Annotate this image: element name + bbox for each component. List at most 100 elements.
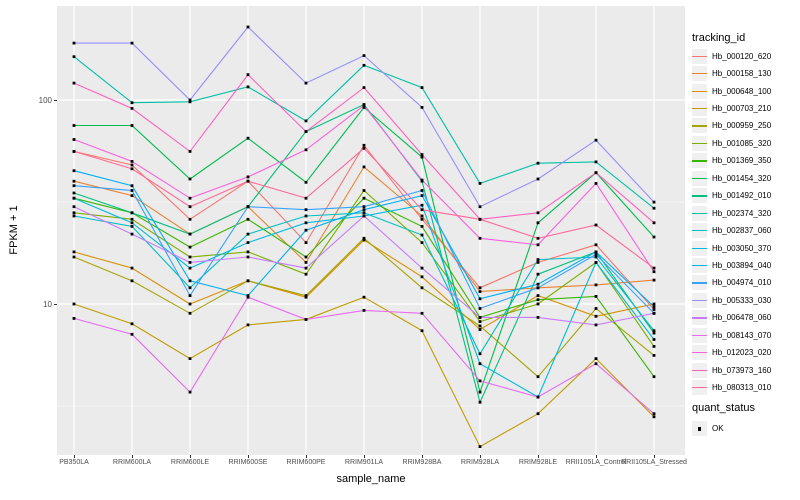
data-point-marker <box>188 390 192 394</box>
data-point-marker <box>420 203 424 207</box>
data-point-marker <box>536 298 540 302</box>
data-point-marker <box>246 179 250 183</box>
legend-title-quant-status: quant_status <box>692 402 755 414</box>
data-point-marker <box>362 146 366 150</box>
data-point-marker <box>72 81 76 85</box>
data-point-marker <box>420 217 424 221</box>
data-point-marker <box>72 205 76 209</box>
data-point-marker <box>304 272 308 276</box>
data-point-marker <box>594 243 598 247</box>
data-point-marker <box>188 266 192 270</box>
data-point-marker <box>304 180 308 184</box>
data-point-marker <box>246 73 250 77</box>
data-point-marker <box>420 86 424 89</box>
x-tick-label: RRII105LA_Control <box>565 459 627 466</box>
data-point-marker <box>188 357 192 360</box>
legend-entry-Hb_012023_020: Hb_012023_020 <box>692 344 771 361</box>
x-tick-mark <box>190 455 191 458</box>
legend-entry-Hb_004974_010: Hb_004974_010 <box>692 274 771 291</box>
data-point-marker <box>420 266 424 270</box>
legend-entry-Hb_073973_160: Hb_073973_160 <box>692 361 771 378</box>
data-point-marker <box>536 316 540 319</box>
data-point-marker <box>478 362 482 366</box>
line-chart-canvas <box>57 6 685 455</box>
data-point-marker <box>362 143 366 147</box>
data-point-marker <box>652 270 656 274</box>
legend-title-tracking-id: tracking_id <box>692 32 746 44</box>
data-point-marker <box>72 250 76 254</box>
data-point-marker <box>304 196 308 200</box>
data-point-marker <box>478 205 482 209</box>
legend-entry-quant-ok: OK <box>692 420 724 437</box>
legend-key-icon <box>692 188 707 204</box>
data-point-marker <box>478 445 482 448</box>
legend-key-icon <box>692 48 707 64</box>
data-point-marker <box>652 415 656 419</box>
data-point-marker <box>304 119 308 123</box>
legend-entry-Hb_000959_250: Hb_000959_250 <box>692 117 771 134</box>
data-point-marker <box>420 311 424 315</box>
data-point-marker <box>188 286 192 290</box>
data-point-marker <box>72 196 76 200</box>
x-tick-label: RRIM600LE <box>170 459 210 466</box>
data-point-marker <box>536 412 540 416</box>
data-point-marker <box>420 189 424 192</box>
data-point-marker <box>420 329 424 333</box>
data-point-marker <box>594 138 598 142</box>
data-point-marker <box>594 261 598 264</box>
data-point-marker <box>478 297 482 301</box>
data-point-marker <box>420 225 424 228</box>
line-swatch-icon <box>692 108 707 110</box>
data-point-marker <box>536 177 540 181</box>
data-point-marker <box>130 217 134 221</box>
data-point-marker <box>130 332 134 336</box>
legend-label: Hb_000648_100 <box>712 86 772 96</box>
data-point-marker <box>652 235 656 239</box>
data-point-marker <box>188 177 192 181</box>
data-point-marker <box>536 258 540 261</box>
plot-panel <box>57 6 685 455</box>
data-point-marker <box>72 317 76 320</box>
data-point-marker <box>246 255 250 259</box>
legend-key-icon <box>692 275 707 291</box>
legend-entry-Hb_001085_320: Hb_001085_320 <box>692 135 771 152</box>
legend-key-icon <box>692 327 707 343</box>
y-tick-label-100: 100 <box>38 95 52 105</box>
legend-label: Hb_000703_210 <box>712 104 772 114</box>
legend-key-icon <box>692 223 707 239</box>
data-point-marker <box>420 194 424 197</box>
data-point-marker <box>188 279 192 283</box>
data-point-marker <box>362 309 366 312</box>
data-point-marker <box>536 294 540 297</box>
data-point-marker <box>304 214 308 218</box>
legend-entry-Hb_001492_010: Hb_001492_010 <box>692 187 771 204</box>
data-point-marker <box>304 228 308 232</box>
data-point-marker <box>72 191 76 195</box>
x-tick-label: RRIM928BA <box>402 459 442 466</box>
data-point-marker <box>130 221 134 225</box>
data-point-marker <box>246 295 250 299</box>
legend-key-icon <box>692 345 707 361</box>
legend-entry-Hb_003894_040: Hb_003894_040 <box>692 257 771 274</box>
line-swatch-icon <box>692 264 707 267</box>
legend-key-icon <box>692 310 707 326</box>
data-point-marker <box>362 165 366 169</box>
data-point-marker <box>652 305 656 309</box>
data-point-marker <box>188 98 192 102</box>
data-point-marker <box>130 184 134 188</box>
x-tick-label: RRIM600LA <box>112 459 152 466</box>
data-point-marker <box>594 171 598 175</box>
x-tick-mark <box>538 455 539 458</box>
legend-label: Hb_002374_320 <box>712 208 772 218</box>
data-point-marker <box>652 338 656 341</box>
legend-label: Hb_006478_060 <box>712 313 772 323</box>
data-point-marker <box>536 221 540 225</box>
legend-key-icon <box>692 205 707 221</box>
x-tick-label: PB350LA <box>59 459 89 466</box>
data-point-marker <box>188 261 192 264</box>
legend-entry-Hb_001454_320: Hb_001454_320 <box>692 170 771 187</box>
data-point-marker <box>130 211 134 215</box>
data-point-marker <box>420 214 424 218</box>
data-point-marker <box>188 150 192 153</box>
x-tick-label: RRIM928LA <box>460 459 500 466</box>
